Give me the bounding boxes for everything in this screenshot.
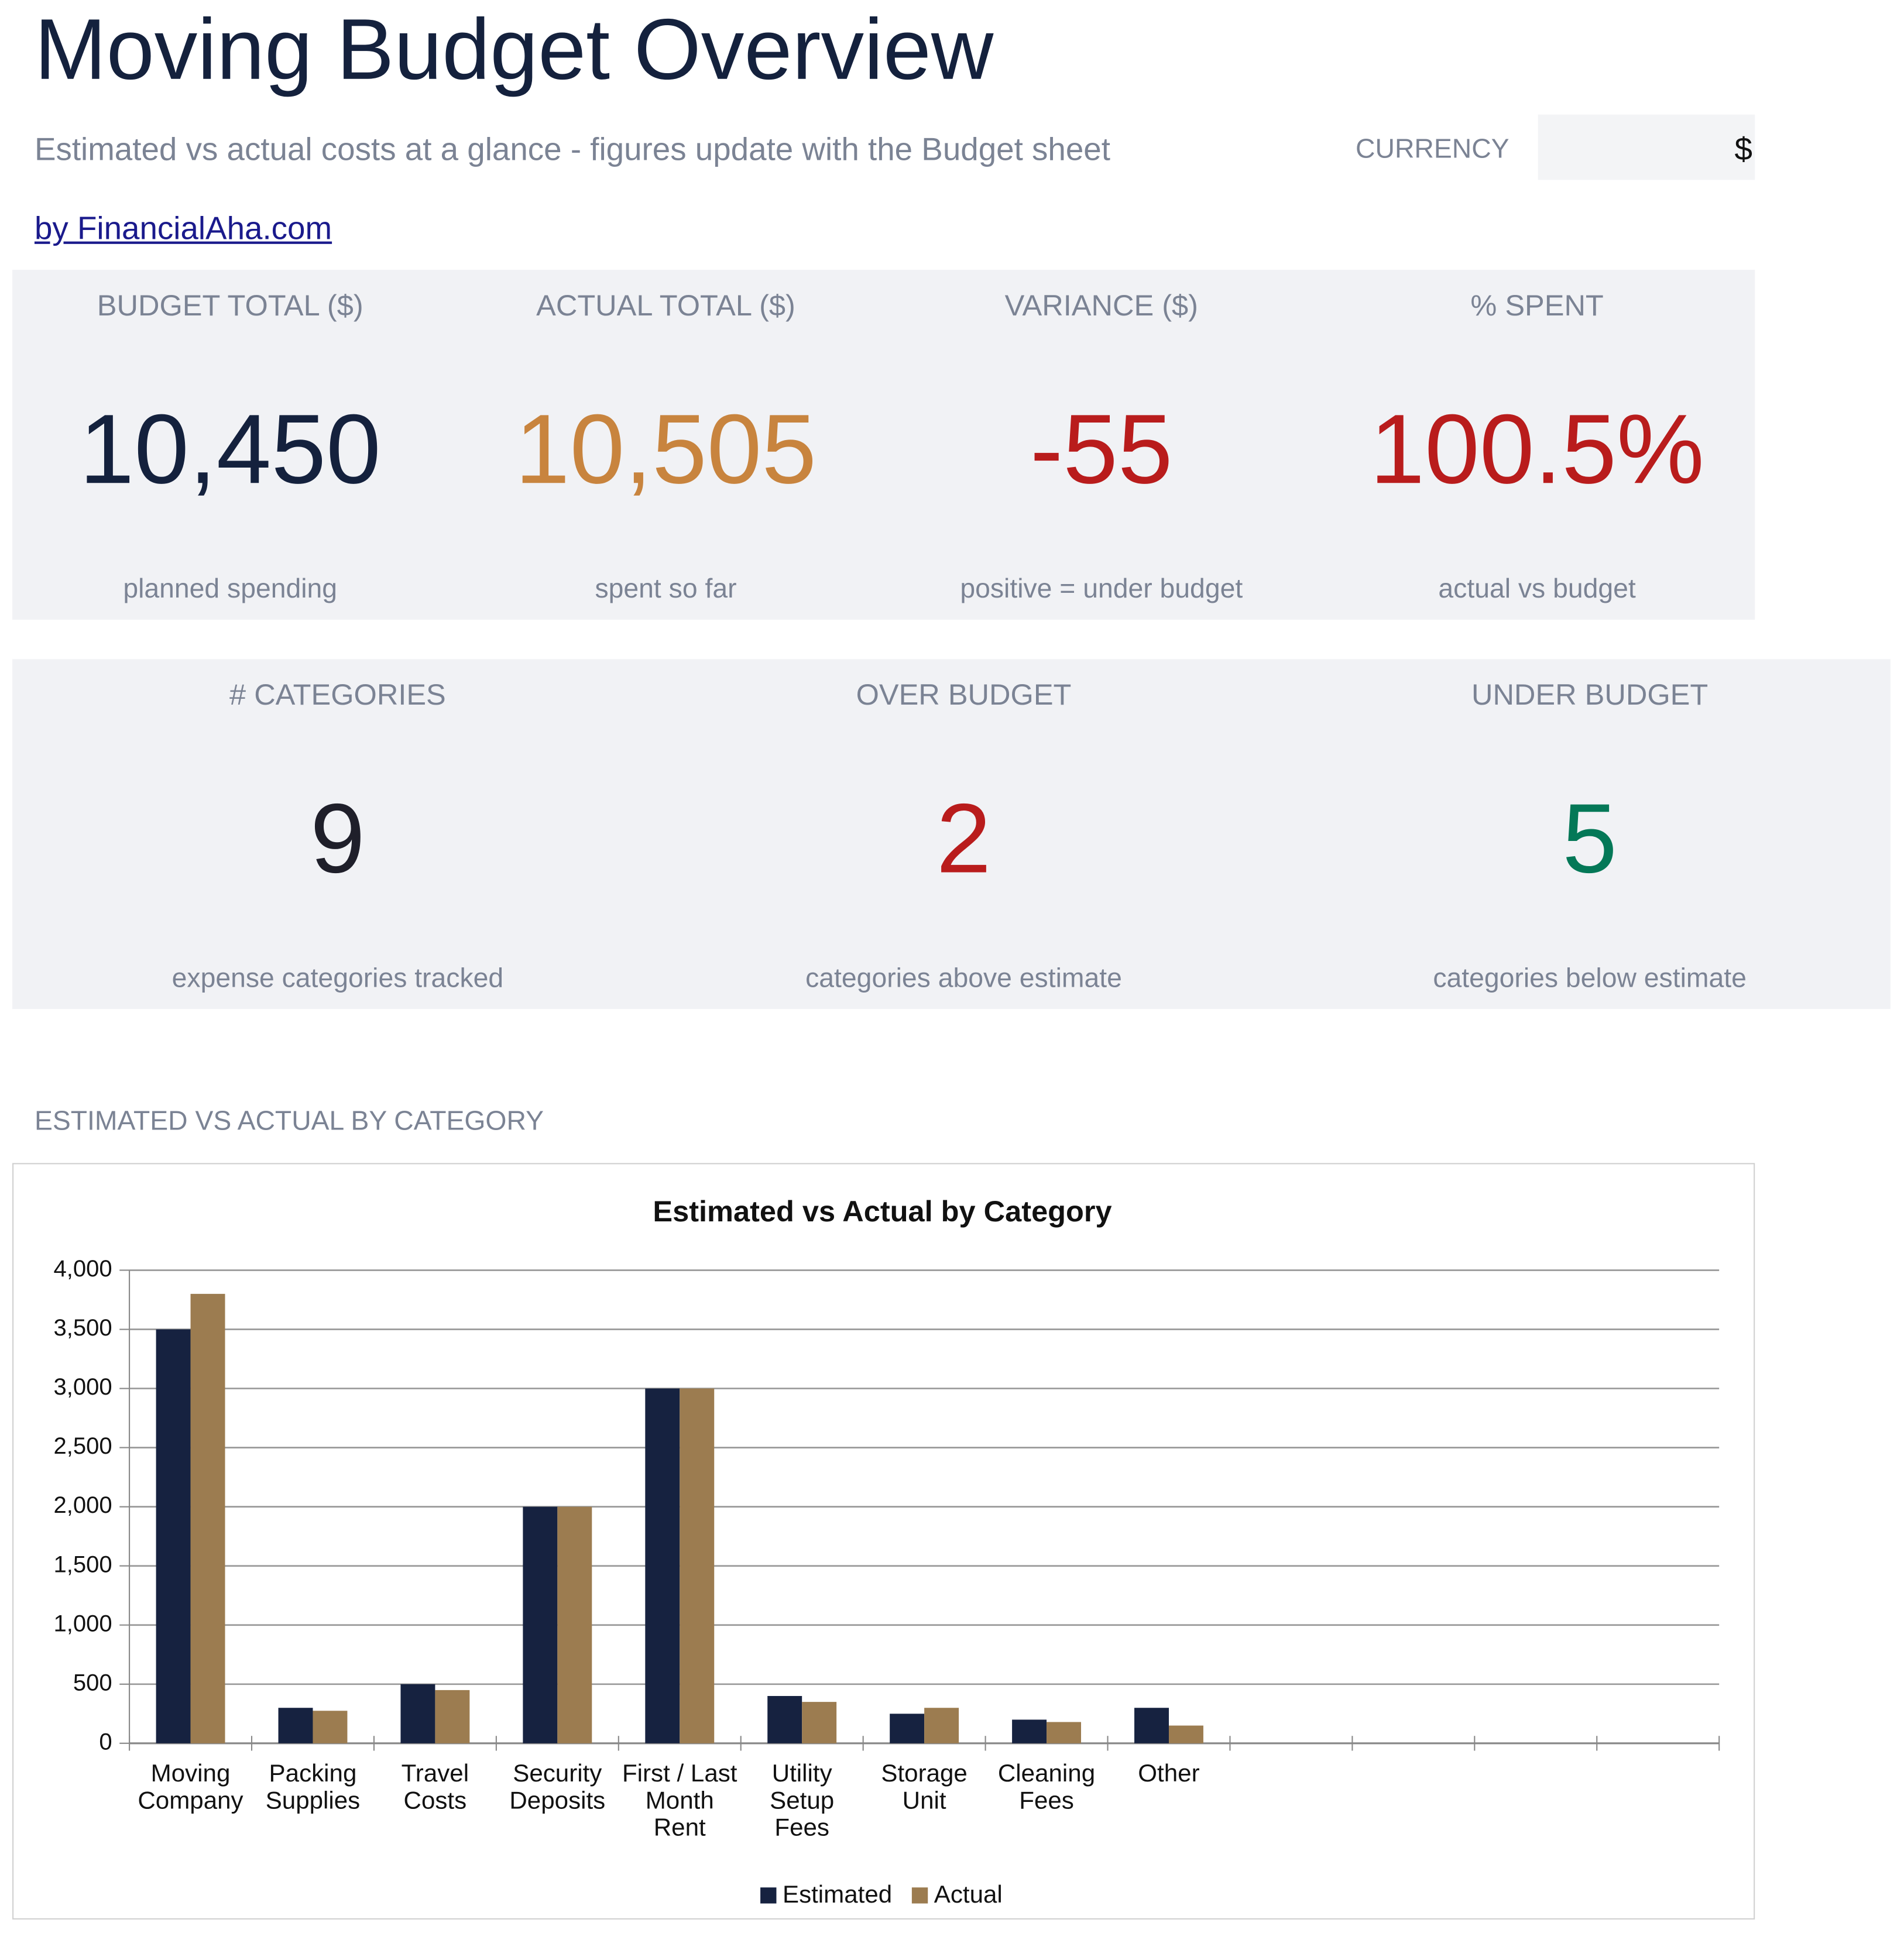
currency-box xyxy=(1538,114,1755,180)
bar xyxy=(645,1388,680,1743)
bar xyxy=(1168,1725,1203,1743)
x-tick-label: Utility Setup Fees xyxy=(770,1760,835,1842)
bar xyxy=(1134,1708,1169,1743)
bar xyxy=(400,1684,435,1743)
bar xyxy=(890,1714,925,1743)
legend-label: Estimated xyxy=(783,1880,892,1908)
kpi-label: VARIANCE ($) xyxy=(1004,289,1198,323)
kpi-label: BUDGET TOTAL ($) xyxy=(97,289,363,323)
currency-value: $ xyxy=(1734,131,1753,168)
legend-swatch xyxy=(911,1887,928,1904)
bar xyxy=(190,1293,225,1743)
kpi-note: planned spending xyxy=(123,572,338,604)
chart-title: Estimated vs Actual by Category xyxy=(653,1194,1111,1228)
kpi-label: % SPENT xyxy=(1470,289,1604,323)
bar xyxy=(523,1506,558,1743)
kpi-value: 9 xyxy=(310,783,365,894)
kpi-value: 10,505 xyxy=(514,394,817,504)
kpi-label: ACTUAL TOTAL ($) xyxy=(536,289,795,323)
kpi-label: OVER BUDGET xyxy=(856,678,1072,712)
chart-frame xyxy=(12,1163,1755,1920)
bar xyxy=(156,1329,191,1743)
section-label: ESTIMATED VS ACTUAL BY CATEGORY xyxy=(34,1105,544,1136)
kpi-label: # CATEGORIES xyxy=(229,678,446,712)
kpi-value: 10,450 xyxy=(79,394,381,504)
y-tick-label: 3,500 xyxy=(53,1315,112,1341)
x-tick-label: Packing Supplies xyxy=(265,1760,361,1815)
bar xyxy=(924,1708,959,1743)
bar xyxy=(313,1711,348,1743)
link[interactable]: by FinancialAha.com xyxy=(34,209,332,247)
y-tick-label: 3,000 xyxy=(53,1374,112,1400)
bar xyxy=(1047,1722,1082,1743)
x-tick-label: Security Deposits xyxy=(509,1760,606,1815)
kpi-note: positive = under budget xyxy=(960,572,1243,604)
y-tick-label: 0 xyxy=(99,1729,112,1755)
kpi-value: 5 xyxy=(1562,783,1617,894)
kpi-note: expense categories tracked xyxy=(171,962,504,993)
legend-label: Actual xyxy=(934,1880,1003,1908)
y-tick-label: 500 xyxy=(73,1670,112,1695)
bar xyxy=(680,1388,715,1743)
kpi-note: categories above estimate xyxy=(805,962,1122,993)
x-tick-label: Cleaning Fees xyxy=(997,1760,1096,1815)
bar xyxy=(802,1702,837,1743)
legend-swatch xyxy=(760,1887,777,1904)
bar xyxy=(435,1690,470,1743)
currency-label: CURRENCY xyxy=(1356,133,1510,164)
kpi-note: spent so far xyxy=(595,572,737,604)
kpi-note: categories below estimate xyxy=(1433,962,1747,993)
y-tick-label: 4,000 xyxy=(53,1256,112,1282)
kpi-panel-top xyxy=(12,270,1755,620)
kpi-note: actual vs budget xyxy=(1438,572,1636,604)
bar xyxy=(278,1708,313,1743)
x-tick-label: Moving Company xyxy=(138,1760,243,1815)
kpi-label: UNDER BUDGET xyxy=(1471,678,1709,712)
x-tick-label: Other xyxy=(1138,1760,1200,1788)
y-tick-label: 1,000 xyxy=(53,1611,112,1636)
x-tick-label: First / Last Month Rent xyxy=(622,1760,737,1842)
kpi-value: 2 xyxy=(936,783,992,894)
subtitle: Estimated vs actual costs at a glance - … xyxy=(34,131,1110,168)
bar xyxy=(1012,1719,1047,1743)
y-tick-label: 2,000 xyxy=(53,1492,112,1518)
x-tick-label: Travel Costs xyxy=(401,1760,469,1815)
x-tick-label: Storage Unit xyxy=(881,1760,968,1815)
y-tick-label: 1,500 xyxy=(53,1551,112,1577)
kpi-panel-bottom xyxy=(12,659,1891,1010)
kpi-value: -55 xyxy=(1030,394,1173,504)
kpi-value: 100.5% xyxy=(1370,394,1704,504)
bar xyxy=(557,1506,592,1743)
page-title: Moving Budget Overview xyxy=(34,1,994,98)
bar xyxy=(767,1696,802,1743)
y-tick-label: 2,500 xyxy=(53,1433,112,1459)
